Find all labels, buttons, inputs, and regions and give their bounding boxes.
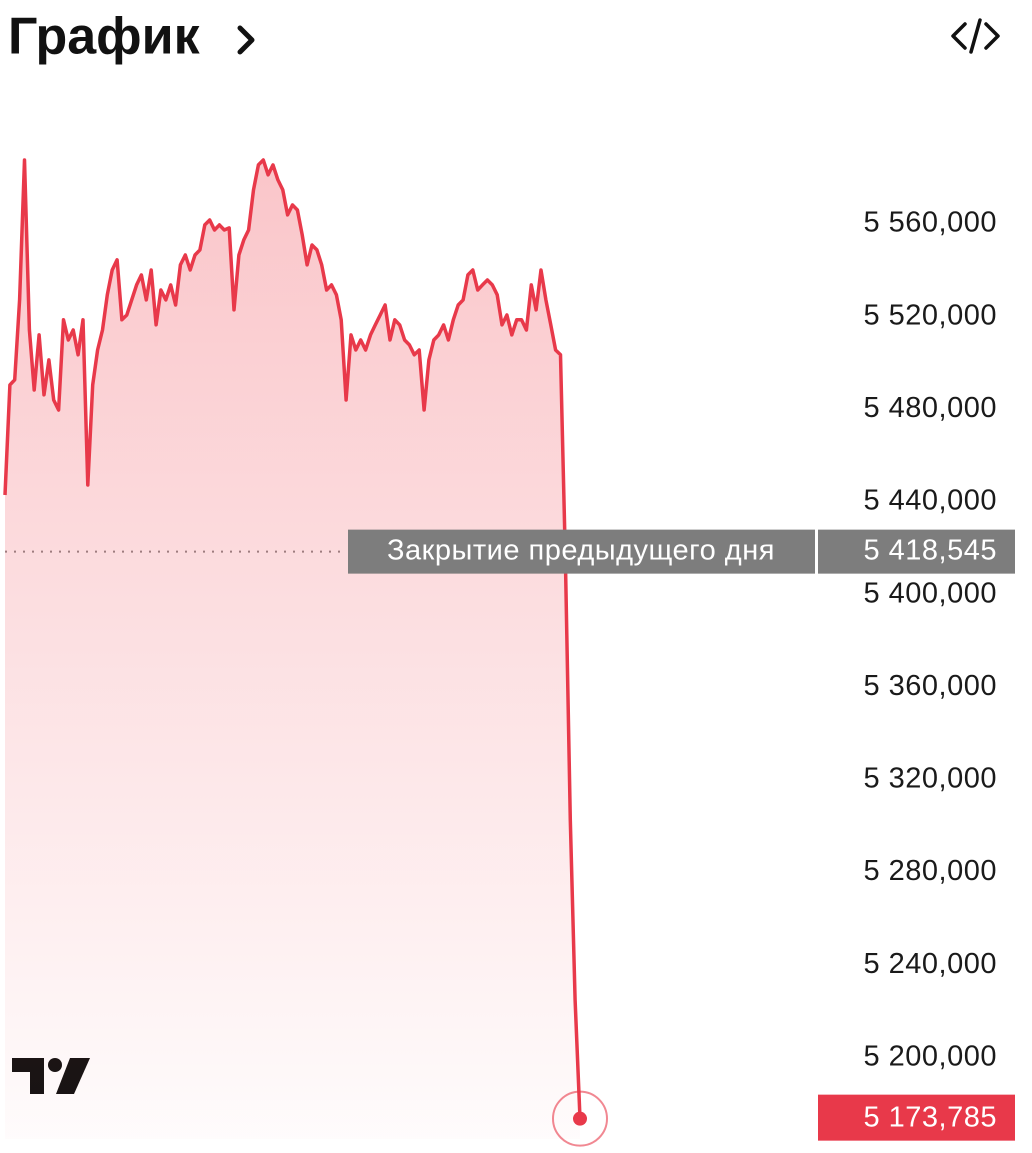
reference-label-box — [348, 529, 815, 574]
y-tick-label: 5 400,000 — [863, 577, 997, 609]
y-tick-label: 5 200,000 — [863, 1041, 997, 1073]
price-line — [3, 158, 582, 1119]
y-tick-label: 5 360,000 — [863, 670, 997, 702]
y-tick-label: 5 560,000 — [863, 207, 997, 239]
reference-value-label: 5 418,545 — [863, 534, 997, 566]
y-tick-label: 5 280,000 — [863, 855, 997, 887]
last-point — [573, 1111, 587, 1126]
y-tick-label: 5 520,000 — [863, 299, 997, 331]
y-tick-label: 5 480,000 — [863, 392, 997, 424]
title-chevron[interactable] — [237, 25, 255, 55]
last-point-ring — [552, 1090, 608, 1147]
y-tick-label: 5 320,000 — [863, 763, 997, 795]
y-tick-label: 5 440,000 — [863, 485, 997, 517]
last-value-label: 5 173,785 — [863, 1101, 997, 1133]
area-fill — [5, 160, 580, 1139]
y-tick-label: 5 240,000 — [863, 948, 997, 980]
last-value-box — [818, 1094, 1015, 1141]
reference-value-box — [818, 529, 1015, 574]
reference-label: Закрытие предыдущего дня — [387, 534, 775, 566]
chart-title[interactable]: График — [8, 8, 201, 66]
embed-icon[interactable] — [951, 18, 1000, 54]
